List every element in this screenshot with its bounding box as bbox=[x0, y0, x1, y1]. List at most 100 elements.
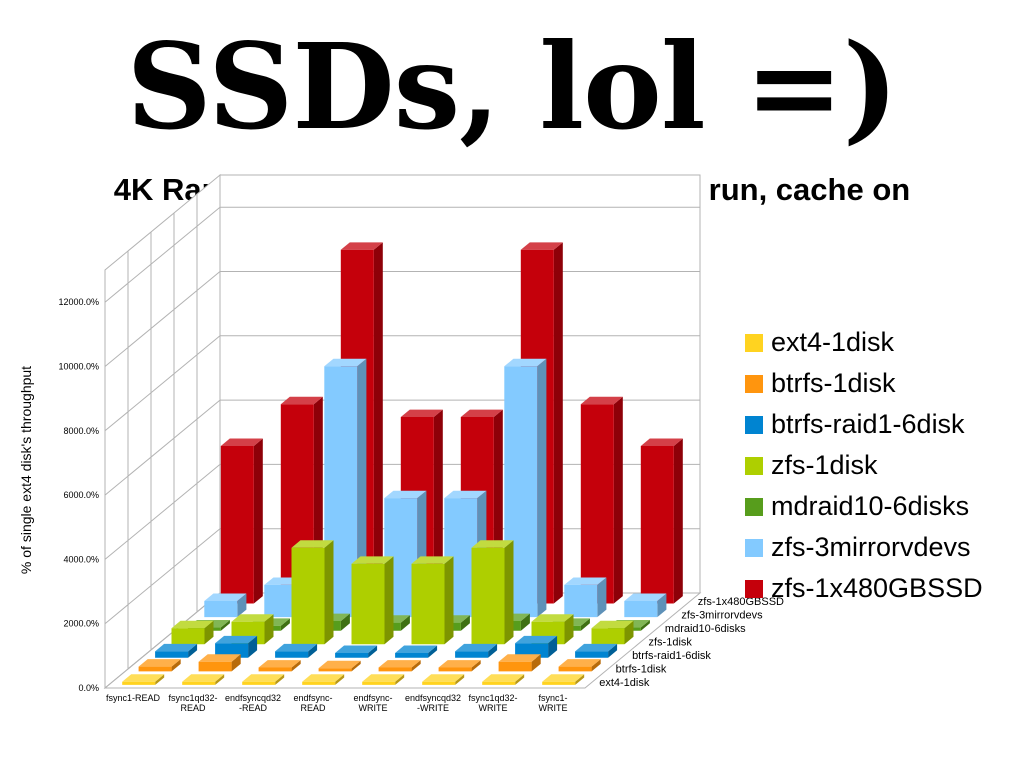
bar-ext4-1disk-1 bbox=[182, 674, 225, 685]
bar-front-face bbox=[482, 681, 516, 685]
bar-btrfs-raid1-6disk-7 bbox=[575, 643, 618, 658]
bar-front-face bbox=[422, 681, 456, 685]
bar-side-face bbox=[237, 593, 247, 618]
bar-top-face bbox=[258, 660, 301, 668]
x-tick-label-line: endfsync- bbox=[293, 693, 332, 703]
bar-ext4-1disk-3 bbox=[302, 674, 345, 685]
bar-side-face bbox=[291, 660, 301, 672]
bar-top-face bbox=[591, 620, 634, 629]
bar-side-face bbox=[537, 358, 547, 618]
bar-btrfs-raid1-6disk-6 bbox=[515, 635, 558, 658]
bar-side-face bbox=[171, 659, 181, 672]
bar-side-face bbox=[204, 620, 214, 645]
bar-front-face bbox=[215, 643, 249, 658]
legend-item: btrfs-raid1-6disk bbox=[745, 404, 983, 445]
bar-side-face bbox=[657, 593, 667, 618]
legend-item: zfs-1x480GBSSD bbox=[745, 568, 983, 609]
bar-front-face bbox=[138, 666, 172, 672]
bar-top-face bbox=[378, 660, 421, 668]
bar-side-face bbox=[520, 613, 530, 631]
bar-top-face bbox=[422, 674, 465, 682]
bar-zfs-1disk-3 bbox=[351, 556, 394, 645]
bar-top-face bbox=[198, 654, 241, 662]
bar-side-face bbox=[155, 674, 165, 685]
bar-side-face bbox=[444, 556, 454, 645]
bar-top-face bbox=[302, 674, 345, 682]
bar-side-face bbox=[673, 438, 683, 604]
bar-zfs-1disk-7 bbox=[591, 620, 634, 645]
z-tick-label: btrfs-raid1-6disk bbox=[632, 650, 711, 662]
bar-side-face bbox=[324, 540, 334, 645]
bar-btrfs-raid1-6disk-3 bbox=[335, 645, 378, 658]
bar-side-face bbox=[608, 643, 618, 658]
bar-side-face bbox=[368, 645, 378, 658]
y-tick-label: 4000.0% bbox=[63, 554, 99, 564]
bar-side-face bbox=[373, 242, 383, 604]
bar-front-face bbox=[351, 563, 385, 645]
bar-front-face bbox=[302, 681, 336, 685]
bar-side-face bbox=[564, 614, 574, 645]
x-tick-label: fsync1-WRITE bbox=[538, 693, 567, 713]
bar-zfs-1disk-2 bbox=[291, 540, 334, 645]
x-tick-label-line: -READ bbox=[239, 703, 268, 713]
bar-zfs-1disk-0 bbox=[171, 620, 214, 645]
bar-top-face bbox=[275, 643, 318, 652]
bar-front-face bbox=[640, 446, 674, 604]
x-tick-label-line: READ bbox=[180, 703, 206, 713]
bar-btrfs-raid1-6disk-2 bbox=[275, 643, 318, 658]
x-tick-label: endfsync-READ bbox=[293, 693, 332, 713]
bar-front-face bbox=[624, 601, 658, 618]
bar-side-face bbox=[488, 643, 498, 658]
bar-side-face bbox=[248, 635, 258, 658]
bar-top-face bbox=[171, 620, 214, 629]
legend-label: zfs-1x480GBSSD bbox=[771, 573, 983, 603]
x-tick-label-line: endfsync- bbox=[353, 693, 392, 703]
bar-side-face bbox=[428, 645, 438, 658]
x-tick-label: endfsync-WRITE bbox=[353, 693, 392, 713]
x-tick-label-line: READ bbox=[300, 703, 326, 713]
bar-front-face bbox=[220, 446, 254, 604]
bar-side-face bbox=[553, 242, 563, 604]
bar-side-face bbox=[580, 618, 590, 631]
x-tick-label-line: fsync1qd32- bbox=[168, 693, 217, 703]
bar-btrfs-raid1-6disk-5 bbox=[455, 643, 498, 658]
bar-side-face bbox=[624, 620, 634, 645]
bar-btrfs-1disk-3 bbox=[318, 660, 361, 672]
bar-side-face bbox=[597, 577, 607, 618]
bar-ext4-1disk-6 bbox=[482, 674, 525, 685]
legend-label: zfs-3mirrorvdevs bbox=[771, 532, 971, 562]
bar-btrfs-1disk-1 bbox=[198, 654, 241, 672]
x-tick-label-line: WRITE bbox=[479, 703, 508, 713]
bar-zfs-1x480GBSSD-7 bbox=[640, 438, 683, 604]
bar-front-face bbox=[275, 651, 309, 658]
bar-front-face bbox=[242, 681, 276, 685]
legend-swatch bbox=[745, 333, 763, 352]
z-tick-label: mdraid10-6disks bbox=[665, 623, 746, 635]
bar-btrfs-1disk-5 bbox=[438, 660, 481, 672]
x-tick-label-line: WRITE bbox=[359, 703, 388, 713]
z-tick-label: ext4-1disk bbox=[599, 677, 650, 689]
bar-side-face bbox=[531, 654, 541, 672]
x-tick-label-line: WRITE bbox=[539, 703, 568, 713]
bar-top-face bbox=[455, 643, 498, 652]
bar-top-face bbox=[242, 674, 285, 682]
bar-top-face bbox=[138, 659, 181, 667]
bar-ext4-1disk-2 bbox=[242, 674, 285, 685]
legend-swatch bbox=[745, 579, 763, 598]
bar-btrfs-raid1-6disk-1 bbox=[215, 635, 258, 658]
z-tick-label: zfs-1disk bbox=[649, 637, 693, 649]
bar-side-face bbox=[188, 643, 198, 658]
legend-item: zfs-1disk bbox=[745, 445, 983, 486]
bar-side-face bbox=[280, 618, 290, 631]
bar-top-face bbox=[471, 540, 514, 548]
bar-zfs-1disk-5 bbox=[471, 540, 514, 645]
bar-btrfs-raid1-6disk-4 bbox=[395, 645, 438, 658]
bar-top-face bbox=[640, 438, 683, 446]
bar-top-face bbox=[231, 614, 274, 622]
bar-btrfs-raid1-6disk-0 bbox=[155, 643, 198, 658]
bar-btrfs-1disk-0 bbox=[138, 659, 181, 672]
legend-label: zfs-1disk bbox=[771, 450, 878, 480]
legend-swatch bbox=[745, 456, 763, 475]
bar-front-face bbox=[171, 628, 205, 645]
bar-side-face bbox=[357, 358, 367, 618]
